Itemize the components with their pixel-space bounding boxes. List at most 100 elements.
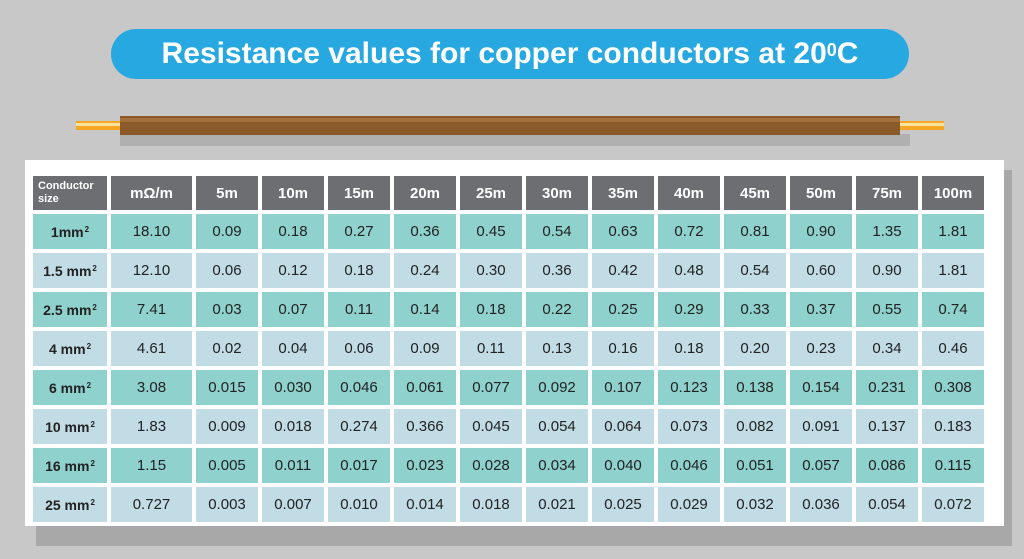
table-cell: 0.27 xyxy=(328,214,390,249)
table-cell: 0.81 xyxy=(724,214,786,249)
conductor-size-sup: 2 xyxy=(86,342,92,351)
table-cell: 0.18 xyxy=(658,331,720,366)
table-cell: 0.051 xyxy=(724,448,786,483)
table-cell: 0.09 xyxy=(394,331,456,366)
table-cell: 0.003 xyxy=(196,487,258,522)
table-cell: 0.06 xyxy=(196,253,258,288)
header-cell: 15m xyxy=(328,176,390,210)
table-cell: 0.086 xyxy=(856,448,918,483)
row-label-conductor-size: 25 mm 2 xyxy=(33,487,107,522)
table-cell: 0.25 xyxy=(592,292,654,327)
table-cell: 0.23 xyxy=(790,331,852,366)
table-cell: 0.018 xyxy=(460,487,522,522)
table-cell: 0.046 xyxy=(658,448,720,483)
table-cell: 0.13 xyxy=(526,331,588,366)
row-label-conductor-size: 4 mm 2 xyxy=(33,331,107,366)
table-cell: 0.021 xyxy=(526,487,588,522)
table-cell: 0.29 xyxy=(658,292,720,327)
table-cell: 0.057 xyxy=(790,448,852,483)
table-cell: 0.077 xyxy=(460,370,522,405)
conductor-size-text: 1.5 mm xyxy=(43,262,92,279)
row-label-conductor-size: 6 mm 2 xyxy=(33,370,107,405)
table-cell: 0.63 xyxy=(592,214,654,249)
table-cell: 0.115 xyxy=(922,448,984,483)
table-cell: 0.091 xyxy=(790,409,852,444)
table-cell: 0.054 xyxy=(856,487,918,522)
header-cell: 5m xyxy=(196,176,258,210)
table-cell: 0.023 xyxy=(394,448,456,483)
row-label-conductor-size: 2.5 mm 2 xyxy=(33,292,107,327)
row-label-conductor-size: 1mm 2 xyxy=(33,214,107,249)
table-cell: 0.009 xyxy=(196,409,258,444)
conductor-size-text: 2.5 mm xyxy=(43,301,92,318)
table-cell: 0.34 xyxy=(856,331,918,366)
table-cell: 0.054 xyxy=(526,409,588,444)
table-cell: 0.015 xyxy=(196,370,258,405)
table-cell: 0.061 xyxy=(394,370,456,405)
table-cell: 0.107 xyxy=(592,370,654,405)
copper-core-right-highlight xyxy=(896,123,944,126)
table-cell: 0.017 xyxy=(328,448,390,483)
conductor-size-sup: 2 xyxy=(92,264,97,273)
table-cell: 0.007 xyxy=(262,487,324,522)
title-unit: C xyxy=(836,37,859,70)
table-cell: 0.030 xyxy=(262,370,324,405)
conductor-size-text: 1mm xyxy=(50,223,84,240)
table-cell: 0.046 xyxy=(328,370,390,405)
table-cell: 0.06 xyxy=(328,331,390,366)
wire-insulation-highlight xyxy=(120,118,900,122)
table-cell: 0.09 xyxy=(196,214,258,249)
table-cell: 0.54 xyxy=(724,253,786,288)
table-cell: 0.018 xyxy=(262,409,324,444)
header-conductor-size: Conductor size xyxy=(33,176,107,210)
conductor-size-text: 6 mm xyxy=(48,379,86,396)
header-cell: 20m xyxy=(394,176,456,210)
table-cell: 1.35 xyxy=(856,214,918,249)
table-cell: 1.81 xyxy=(922,253,984,288)
table-cell: 0.02 xyxy=(196,331,258,366)
table-cell: 0.014 xyxy=(394,487,456,522)
table-cell: 0.308 xyxy=(922,370,984,405)
table-cell: 0.036 xyxy=(790,487,852,522)
resistance-table: Conductor size mΩ/m 5m 10m 15m 20m 25m 30m 35m 40… xyxy=(33,176,984,522)
table-cell: 0.028 xyxy=(460,448,522,483)
table-cell: 1.15 xyxy=(111,448,192,483)
table-cell: 0.72 xyxy=(658,214,720,249)
table-cell: 0.11 xyxy=(460,331,522,366)
conductor-size-sup: 2 xyxy=(84,225,90,234)
table-cell: 0.005 xyxy=(196,448,258,483)
copper-core-left-highlight xyxy=(76,123,124,126)
page-title: Resistance values for copper conductors … xyxy=(111,29,909,79)
table-cell: 0.60 xyxy=(790,253,852,288)
table-cell: 0.18 xyxy=(460,292,522,327)
header-cell: 40m xyxy=(658,176,720,210)
table-cell: 0.11 xyxy=(328,292,390,327)
table-cell: 0.366 xyxy=(394,409,456,444)
table-cell: 0.16 xyxy=(592,331,654,366)
table-cell: 0.727 xyxy=(111,487,192,522)
table-cell: 0.45 xyxy=(460,214,522,249)
table-cell: 0.029 xyxy=(658,487,720,522)
title-text: Resistance values for copper conductors … xyxy=(161,37,827,70)
table-cell: 0.274 xyxy=(328,409,390,444)
table-cell: 12.10 xyxy=(111,253,192,288)
conductor-size-text: 25 mm xyxy=(45,496,90,513)
conductor-size-sup: 2 xyxy=(92,303,97,312)
table-cell: 0.18 xyxy=(262,214,324,249)
table-cell: 0.90 xyxy=(790,214,852,249)
table-cell: 0.011 xyxy=(262,448,324,483)
table-cell: 0.154 xyxy=(790,370,852,405)
conductor-size-sup: 2 xyxy=(90,420,95,429)
table-cell: 0.064 xyxy=(592,409,654,444)
table-cell: 0.032 xyxy=(724,487,786,522)
table-cell: 0.231 xyxy=(856,370,918,405)
row-label-conductor-size: 16 mm 2 xyxy=(33,448,107,483)
table-cell: 0.20 xyxy=(724,331,786,366)
table-cell: 0.22 xyxy=(526,292,588,327)
table-cell: 0.025 xyxy=(592,487,654,522)
table-cell: 0.010 xyxy=(328,487,390,522)
table-cell: 0.045 xyxy=(460,409,522,444)
header-cell: 10m xyxy=(262,176,324,210)
table-cell: 0.138 xyxy=(724,370,786,405)
table-cell: 1.83 xyxy=(111,409,192,444)
